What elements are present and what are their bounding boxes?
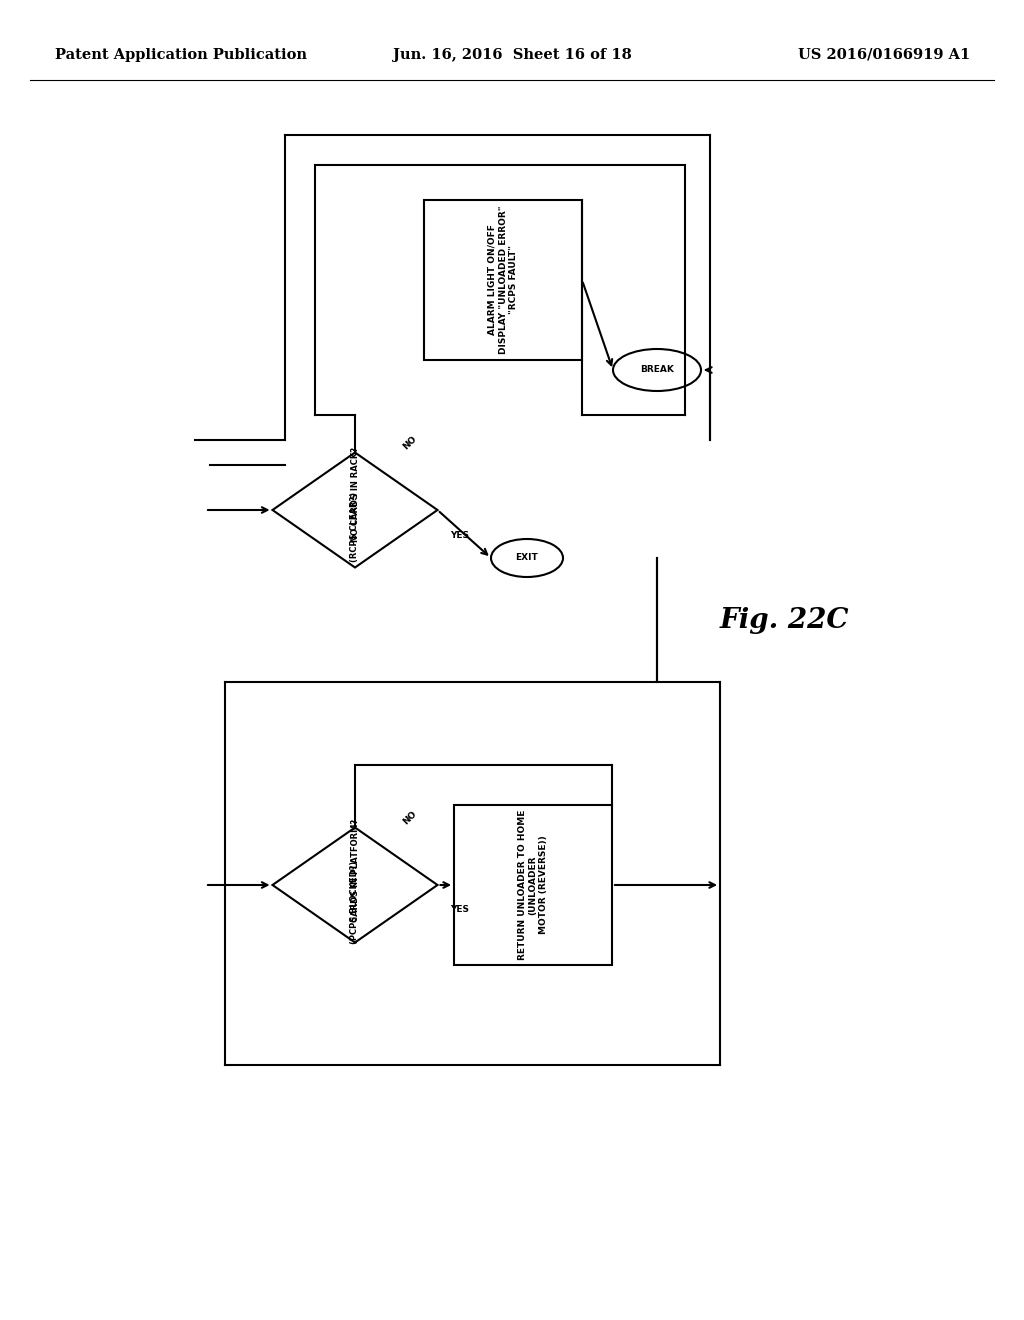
Text: NO CARDS IN RACK?: NO CARDS IN RACK? [350,447,359,543]
Text: BREAK: BREAK [640,366,674,375]
Text: ALARM LIGHT ON/OFF
DISPLAY "UNLOADED ERROR"
"RCPS FAULT": ALARM LIGHT ON/OFF DISPLAY "UNLOADED ERR… [487,206,518,354]
Text: Patent Application Publication: Patent Application Publication [55,48,307,62]
Text: (RCPS CLEAR?): (RCPS CLEAR?) [350,492,359,562]
Text: NO: NO [401,434,419,451]
FancyBboxPatch shape [424,201,582,360]
Text: (PCPS BLOCKED?): (PCPS BLOCKED?) [350,861,359,944]
Text: Fig. 22C: Fig. 22C [720,606,850,634]
Text: Jun. 16, 2016  Sheet 16 of 18: Jun. 16, 2016 Sheet 16 of 18 [392,48,632,62]
Ellipse shape [613,348,701,391]
Text: RETURN UNLOADER TO HOME
(UNLOADER
MOTOR (REVERSE)): RETURN UNLOADER TO HOME (UNLOADER MOTOR … [518,809,548,960]
Text: YES: YES [450,906,469,915]
Text: NO: NO [401,809,419,826]
Polygon shape [272,453,437,568]
FancyBboxPatch shape [454,805,612,965]
Polygon shape [272,828,437,942]
Ellipse shape [490,539,563,577]
Text: US 2016/0166919 A1: US 2016/0166919 A1 [798,48,970,62]
Text: YES: YES [450,531,469,540]
Text: EXIT: EXIT [516,553,539,562]
Text: CARDS IN PLATFORM?: CARDS IN PLATFORM? [350,818,359,921]
